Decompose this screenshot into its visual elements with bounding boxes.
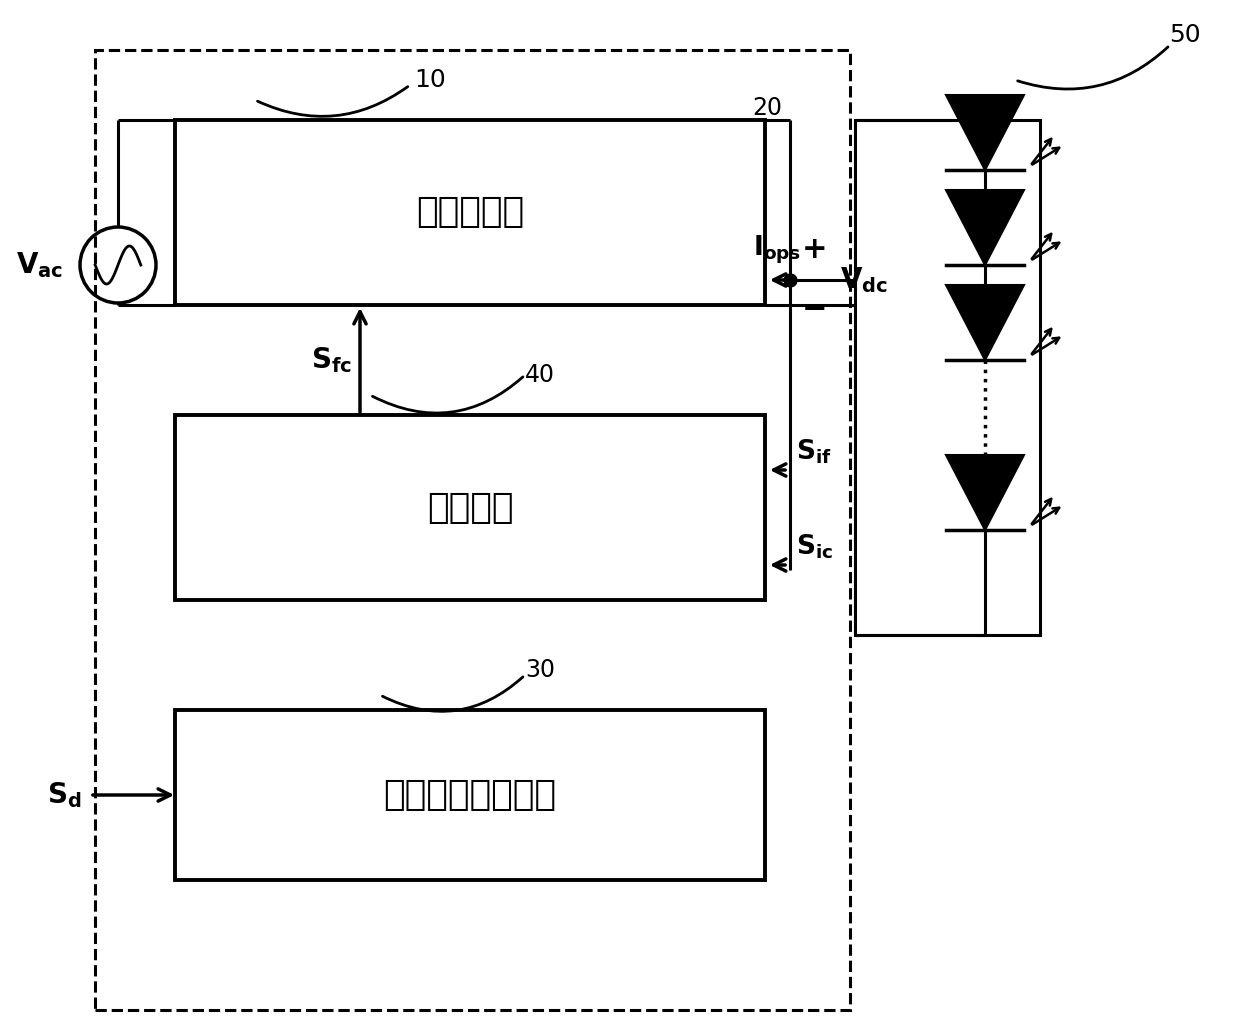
Text: 20: 20 bbox=[751, 96, 782, 120]
Text: 反馈电路: 反馈电路 bbox=[427, 491, 513, 525]
Polygon shape bbox=[946, 285, 1024, 359]
Bar bbox=[175, 710, 765, 880]
Text: $\mathbf{S_{ic}}$: $\mathbf{S_{ic}}$ bbox=[796, 533, 833, 561]
Text: $\mathbf{S_d}$: $\mathbf{S_d}$ bbox=[47, 780, 82, 810]
Text: $\mathbf{I_{ops}}$: $\mathbf{I_{ops}}$ bbox=[754, 233, 801, 267]
Bar bbox=[856, 120, 1040, 635]
Bar bbox=[95, 50, 849, 1010]
Polygon shape bbox=[946, 455, 1024, 530]
Text: 30: 30 bbox=[525, 658, 556, 682]
Text: $\mathbf{S_{fc}}$: $\mathbf{S_{fc}}$ bbox=[311, 345, 352, 375]
Text: $\mathbf{V_{dc}}$: $\mathbf{V_{dc}}$ bbox=[839, 265, 888, 294]
Text: $\mathbf{S_{if}}$: $\mathbf{S_{if}}$ bbox=[796, 438, 832, 466]
Text: 50: 50 bbox=[1169, 23, 1200, 46]
Text: −: − bbox=[802, 295, 827, 324]
Text: 40: 40 bbox=[525, 363, 556, 387]
Polygon shape bbox=[946, 190, 1024, 265]
Bar bbox=[175, 120, 765, 305]
Text: $\mathbf{V_{ac}}$: $\mathbf{V_{ac}}$ bbox=[16, 250, 63, 280]
Bar bbox=[175, 415, 765, 600]
Text: 电源供应器: 电源供应器 bbox=[415, 195, 525, 229]
Text: +: + bbox=[802, 236, 827, 264]
Text: 10: 10 bbox=[414, 68, 446, 92]
Text: 输出电流控制单元: 输出电流控制单元 bbox=[383, 778, 557, 812]
Polygon shape bbox=[946, 95, 1024, 170]
